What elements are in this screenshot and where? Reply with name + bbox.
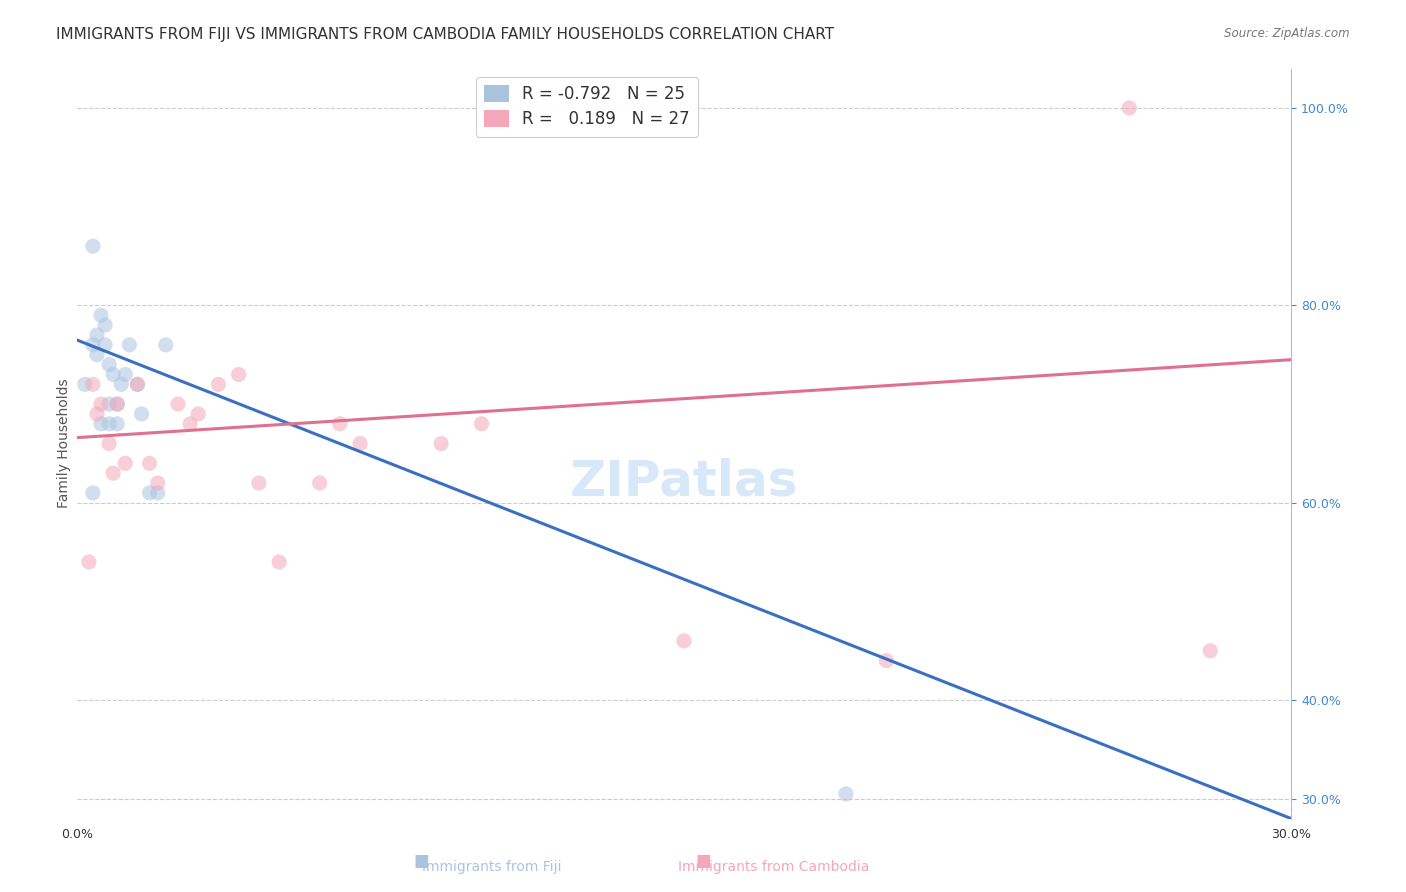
Point: [167, 397, 190, 411]
Point: [82, 486, 104, 500]
Point: [138, 456, 160, 470]
Legend: R = -0.792   N = 25, R =   0.189   N = 27: R = -0.792 N = 25, R = 0.189 N = 27: [475, 77, 699, 136]
Text: Source: ZipAtlas.com: Source: ZipAtlas.com: [1225, 27, 1350, 40]
Point: [105, 397, 128, 411]
Point: [86, 348, 108, 362]
Point: [146, 476, 169, 491]
Point: [82, 338, 104, 352]
Text: Immigrants from Cambodia: Immigrants from Cambodia: [678, 860, 869, 874]
Point: [349, 436, 371, 450]
Point: [90, 308, 112, 322]
Text: ■: ■: [413, 852, 430, 870]
Point: [430, 436, 453, 450]
Point: [114, 368, 136, 382]
Point: [138, 486, 160, 500]
Point: [110, 377, 132, 392]
Point: [179, 417, 201, 431]
Text: IMMIGRANTS FROM FIJI VS IMMIGRANTS FROM CAMBODIA FAMILY HOUSEHOLDS CORRELATION C: IMMIGRANTS FROM FIJI VS IMMIGRANTS FROM …: [56, 27, 834, 42]
Point: [105, 397, 128, 411]
Point: [1118, 101, 1140, 115]
Point: [207, 377, 229, 392]
Text: Immigrants from Fiji: Immigrants from Fiji: [422, 860, 562, 874]
Point: [98, 397, 121, 411]
Point: [105, 417, 128, 431]
Point: [155, 338, 177, 352]
Point: [228, 368, 250, 382]
Point: [90, 397, 112, 411]
Point: [94, 318, 117, 332]
Point: [90, 417, 112, 431]
Point: [269, 555, 291, 569]
Point: [131, 407, 153, 421]
Point: [118, 338, 141, 352]
Point: [73, 377, 96, 392]
Point: [86, 328, 108, 343]
Point: [1199, 644, 1222, 658]
Point: [127, 377, 149, 392]
Point: [875, 654, 897, 668]
Point: [98, 417, 121, 431]
Point: [98, 436, 121, 450]
Point: [82, 377, 104, 392]
Point: [114, 456, 136, 470]
Point: [127, 377, 149, 392]
Text: ZIPatlas: ZIPatlas: [569, 457, 799, 505]
Point: [308, 476, 330, 491]
Text: ■: ■: [695, 852, 711, 870]
Point: [835, 787, 858, 801]
Point: [101, 368, 124, 382]
Point: [98, 358, 121, 372]
Point: [94, 338, 117, 352]
Point: [329, 417, 352, 431]
Y-axis label: Family Households: Family Households: [58, 379, 72, 508]
Point: [86, 407, 108, 421]
Point: [247, 476, 270, 491]
Point: [672, 634, 695, 648]
Point: [187, 407, 209, 421]
Point: [471, 417, 494, 431]
Point: [146, 486, 169, 500]
Point: [82, 239, 104, 253]
Point: [101, 466, 124, 480]
Point: [77, 555, 100, 569]
